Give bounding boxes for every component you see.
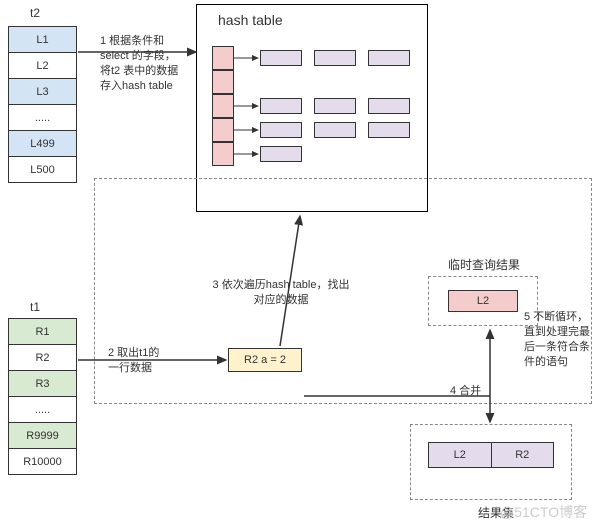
t2-row: L499 [9, 131, 77, 157]
annotation-3: 3 依次遍历hash table，找出 对应的数据 [196, 278, 366, 308]
t1-row: R3 [9, 371, 77, 397]
hash-slot [368, 50, 410, 66]
hash-slot [368, 98, 410, 114]
temp-result-label: 临时查询结果 [448, 256, 520, 273]
t1-row: R2 [9, 345, 77, 371]
hash-slot [260, 50, 302, 66]
temp-result-text: L2 [477, 295, 489, 307]
hash-slot [260, 122, 302, 138]
r2-node-text: R2 a = 2 [244, 354, 286, 366]
watermark: @51CTO博客 [500, 502, 587, 522]
hash-slot [314, 122, 356, 138]
hash-bucket [212, 70, 234, 94]
temp-result-cell: L2 [448, 290, 518, 312]
t2-row: L2 [9, 53, 77, 79]
t1-row: R9999 [9, 423, 77, 449]
result-cell: R2 [492, 443, 554, 467]
t2-row: ..... [9, 105, 77, 131]
hash-slot [368, 122, 410, 138]
result-cell: L2 [429, 443, 492, 467]
t2-table: L1 L2 L3 ..... L499 L500 [8, 26, 77, 183]
annotation-4: 4 合并 [450, 384, 481, 399]
annotation-2: 2 取出t1的 一行数据 [108, 346, 178, 376]
hash-table-title: hash table [218, 12, 283, 28]
result-set-cells: L2 R2 [428, 442, 554, 468]
hash-slot [260, 146, 302, 162]
hash-bucket [212, 118, 234, 142]
hash-bucket [212, 46, 234, 70]
t1-table: R1 R2 R3 ..... R9999 R10000 [8, 318, 77, 475]
t2-row: L3 [9, 79, 77, 105]
t2-label: t2 [30, 6, 40, 20]
t1-label: t1 [30, 300, 40, 314]
annotation-5: 5 不断循环， 直到处理完最 后一条符合条 件的语句 [524, 310, 596, 369]
t1-row: R1 [9, 319, 77, 345]
t2-row: L1 [9, 27, 77, 53]
annotation-1: 1 根据条件和 select 的字段， 将t2 表中的数据 存入hash tab… [100, 34, 190, 93]
t1-row: ..... [9, 397, 77, 423]
r2-node: R2 a = 2 [228, 348, 302, 372]
t2-row: L500 [9, 157, 77, 183]
t1-row: R10000 [9, 449, 77, 475]
hash-slot [314, 98, 356, 114]
hash-bucket [212, 94, 234, 118]
hash-slot [314, 50, 356, 66]
hash-slot [260, 98, 302, 114]
hash-bucket [212, 142, 234, 166]
